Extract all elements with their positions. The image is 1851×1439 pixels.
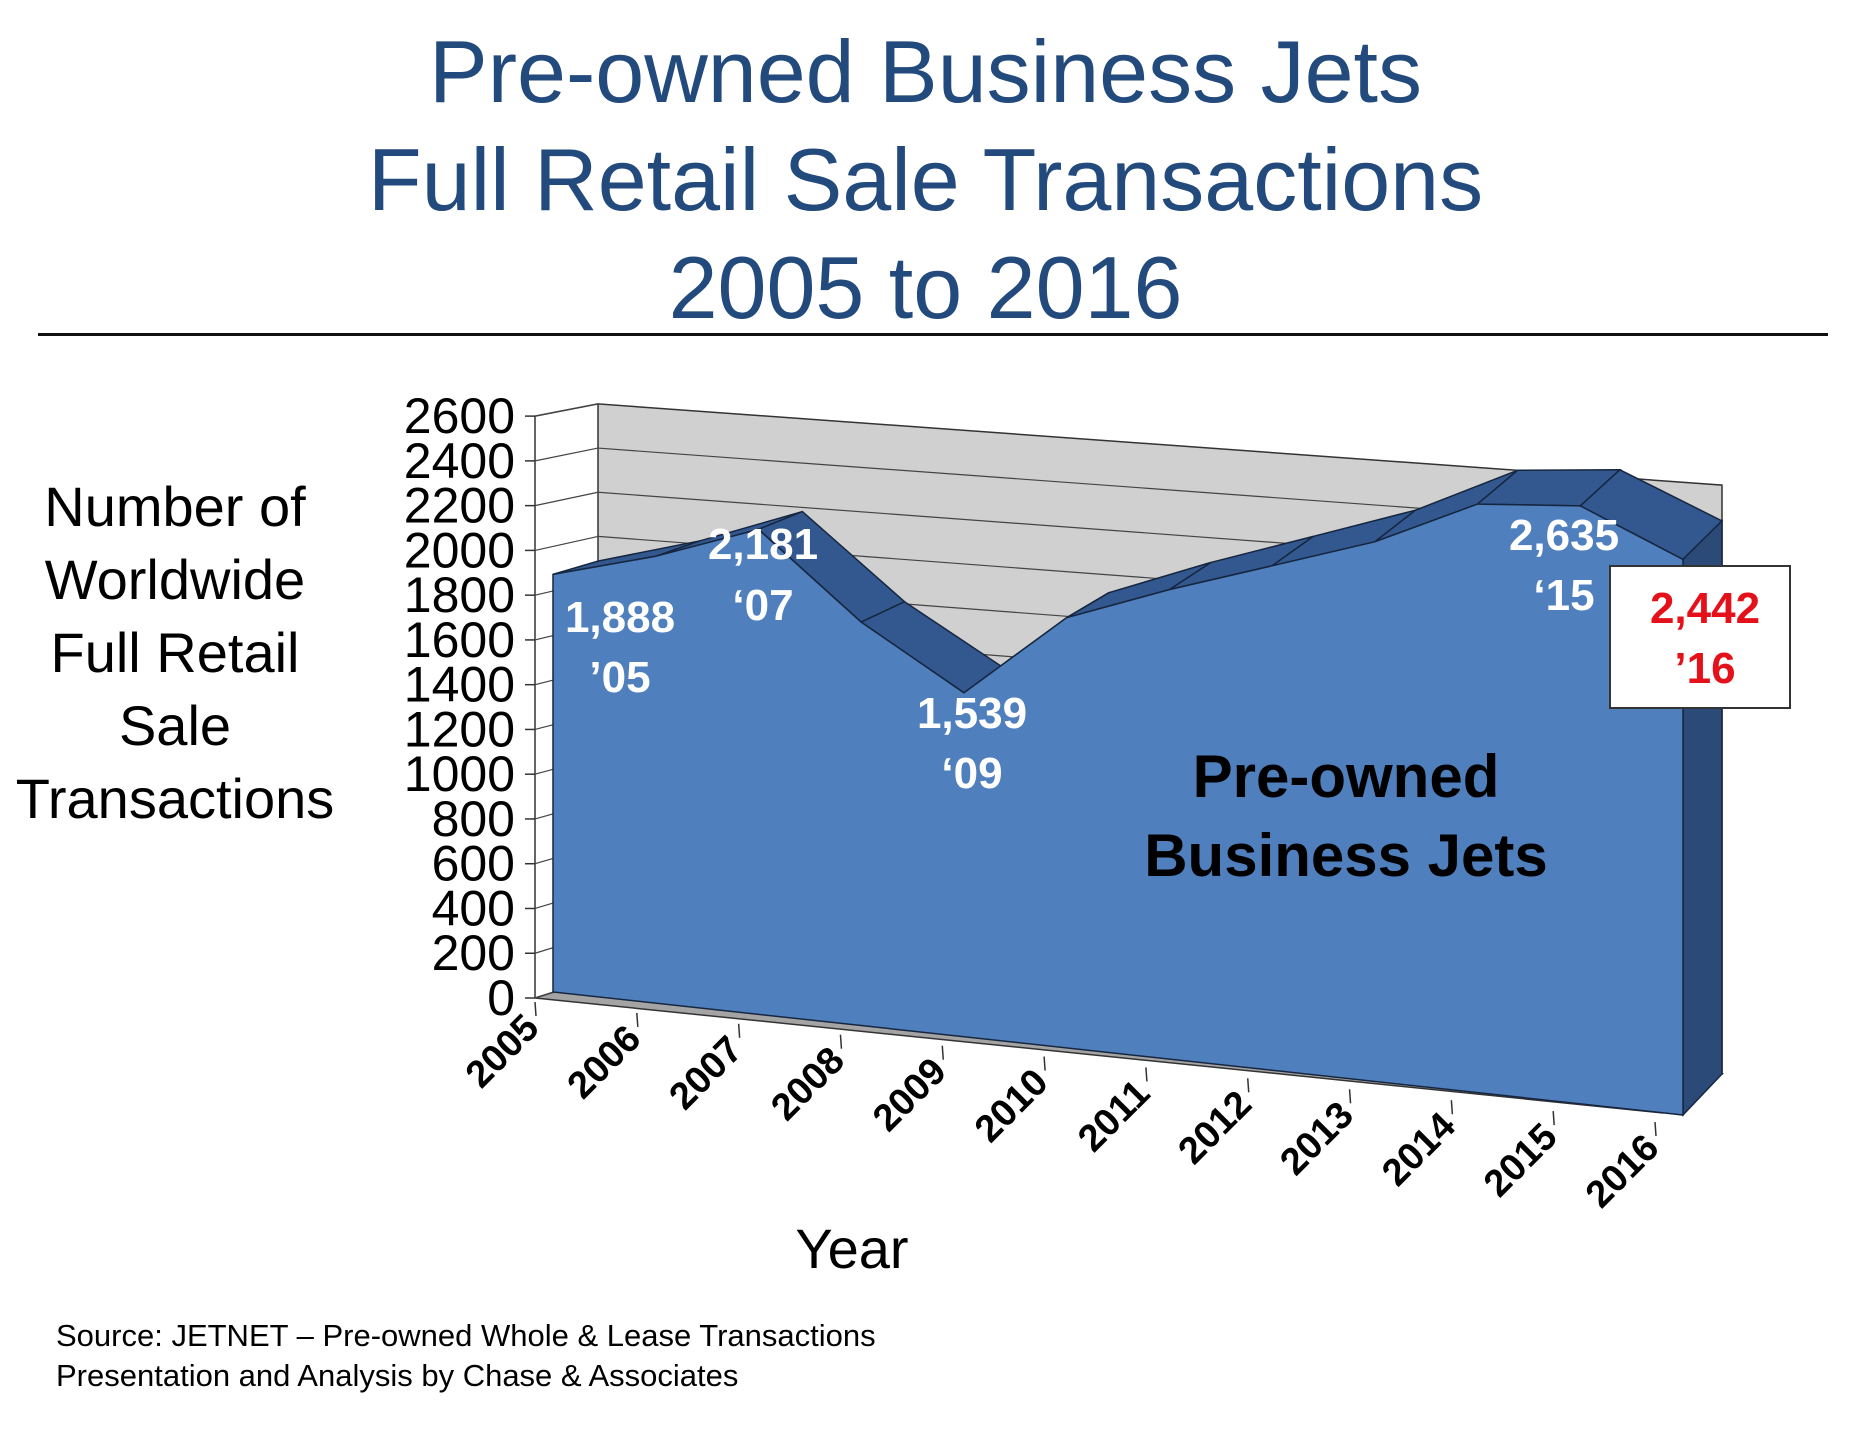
x-tick (1348, 1089, 1352, 1104)
x-tick (941, 1045, 945, 1060)
x-tick (534, 1001, 537, 1017)
y-tick-label: 2200 (404, 478, 515, 534)
x-tick-label: 2016 (1578, 1127, 1667, 1216)
y-tick-label: 1000 (404, 746, 515, 802)
y-tick-label: 2000 (404, 522, 515, 578)
annotation-year: ‘15 (1533, 571, 1594, 620)
x-tick (1552, 1111, 1555, 1126)
x-tick (1145, 1067, 1148, 1082)
x-tick-label: 2008 (763, 1039, 852, 1128)
y-tick-label: 600 (432, 836, 515, 892)
annotation-value: 1,888 (565, 593, 675, 642)
x-tick-label: 2012 (1171, 1083, 1260, 1172)
x-tick (1043, 1056, 1046, 1071)
callout-box (1609, 565, 1791, 709)
annotation-value: 2,635 (1509, 511, 1619, 560)
y-axis-title-line: Sale (118, 694, 232, 757)
y-axis-title-line: Transactions (15, 767, 335, 830)
x-tick-label: 2006 (560, 1018, 649, 1107)
series-label-line: Pre-owned (1193, 743, 1500, 810)
x-tick-label: 2011 (1070, 1072, 1158, 1160)
source-line-2: Presentation and Analysis by Chase & Ass… (56, 1358, 739, 1393)
y-axis-title: Number of Worldwide Full Retail Sale Tra… (10, 470, 340, 835)
y-tick-depth (534, 403, 599, 417)
title-divider (38, 333, 1828, 336)
x-tick-label: 2015 (1476, 1116, 1565, 1205)
y-tick-label: 1800 (404, 567, 515, 623)
y-tick-label: 200 (432, 925, 515, 981)
x-tick (1654, 1121, 1657, 1137)
x-tick-label: 2007 (661, 1028, 750, 1117)
y-tick-label: 1400 (404, 657, 515, 713)
data-area (552, 468, 1724, 1117)
x-tick (1246, 1078, 1250, 1093)
x-tick (1450, 1100, 1454, 1115)
annotation-value: 1,539 (917, 689, 1027, 738)
y-tick-label: 0 (487, 970, 515, 1026)
area-front-face (552, 503, 1684, 1116)
x-tick-label: 2014 (1374, 1105, 1463, 1194)
y-axis-title-line: Worldwide (44, 548, 306, 611)
y-tick-depth (534, 447, 599, 462)
y-tick-label: 1200 (404, 701, 515, 757)
y-tick-label: 1600 (404, 612, 515, 668)
x-tick-label: 2013 (1272, 1094, 1361, 1183)
annotation-value: 2,181 (708, 520, 818, 569)
y-tick-depth (534, 491, 599, 507)
data-annotations: 1,888 ’05 2,181 ‘07 1,539 ‘09 2,635 ‘15 2,442 ’16 (565, 511, 1791, 798)
x-tick-label: 2009 (865, 1050, 954, 1139)
annotation-year: ’16 (1674, 644, 1735, 693)
x-tick (839, 1034, 843, 1049)
annotation-value: 2,442 (1650, 584, 1760, 633)
annotation-year: ’05 (589, 653, 650, 702)
title-line-1: Pre-owned Business Jets (429, 22, 1422, 121)
y-tick-depth (534, 535, 599, 551)
y-axis-title-line: Full Retail (50, 621, 300, 684)
y-tick-label: 2600 (404, 388, 515, 444)
x-tick-label: 2010 (967, 1061, 1056, 1150)
x-axis-title: Year (795, 1217, 908, 1280)
title-line-2: Full Retail Sale Transactions (367, 130, 1484, 229)
y-axis-title-line: Number of (44, 475, 306, 538)
annotation-year: ‘09 (941, 749, 1002, 798)
y-tick-label: 800 (432, 791, 515, 847)
source-line-1: Source: JETNET – Pre-owned Whole & Lease… (56, 1318, 876, 1353)
title-line-3: 2005 to 2016 (668, 238, 1183, 337)
y-axis: 0200400600800100012001400160018002000220… (404, 388, 599, 1026)
x-tick (737, 1023, 741, 1038)
x-tick (636, 1012, 639, 1027)
y-tick-label: 2400 (404, 433, 515, 489)
y-tick-label: 400 (432, 880, 515, 936)
series-label-line: Business Jets (1144, 822, 1548, 889)
annotation-year: ‘07 (732, 581, 793, 630)
